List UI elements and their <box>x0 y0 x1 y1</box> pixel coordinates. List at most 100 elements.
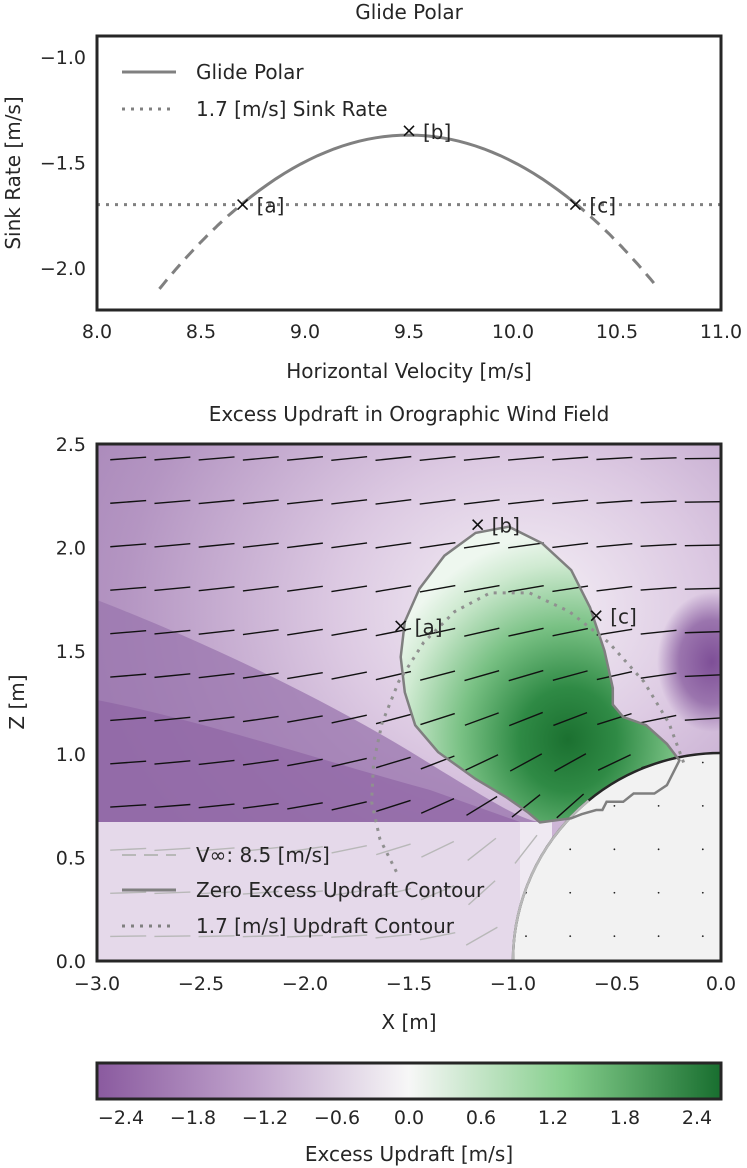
wind-vector <box>242 934 279 938</box>
wind-vector <box>242 890 279 895</box>
wind-vector <box>198 499 235 505</box>
glide-polar-chart: Glide Polar [a] [b] [c] 8.0 8.5 9.0 9.5 10.0 10… <box>1 0 742 383</box>
wind-vector <box>331 585 368 593</box>
annotation-label: [a] <box>257 194 285 218</box>
wind-vector <box>684 630 721 634</box>
x-tick-label: 0.0 <box>706 973 736 995</box>
wind-vector <box>242 846 279 852</box>
wind-vector <box>419 627 456 637</box>
y-tick-label: −2.0 <box>40 258 86 280</box>
wind-vector <box>287 628 323 636</box>
x-tick-label: −2.5 <box>178 973 224 995</box>
wind-vector <box>198 935 235 938</box>
wind-vector <box>556 793 585 819</box>
wind-vector <box>331 671 367 680</box>
heatmap-right-sink-lobe <box>657 592 721 732</box>
wind-vector <box>198 456 235 461</box>
wind-vector <box>596 628 633 636</box>
x-tick-label: 8.5 <box>186 321 216 343</box>
glide-polar-dashed-left <box>158 202 244 290</box>
annotation-label: [b] <box>492 514 520 538</box>
annotation-marker <box>569 199 581 211</box>
legend-sink-rate-label: 1.7 [m/s] Sink Rate <box>196 97 388 121</box>
wind-vector <box>552 499 589 505</box>
annotation-label: [a] <box>415 615 443 639</box>
wind-vector <box>287 715 323 723</box>
wind-vector <box>508 499 544 505</box>
wind-vector <box>375 887 412 898</box>
wind-vector <box>110 629 147 635</box>
wind-vector <box>420 885 455 901</box>
wind-vector <box>684 544 721 547</box>
interior-marker <box>701 848 704 851</box>
wind-vector <box>375 933 412 939</box>
wind-vector <box>552 542 589 549</box>
wind-vector <box>287 758 323 767</box>
y-tick-label: −1.5 <box>40 152 86 174</box>
y-tick-label: −1.0 <box>40 47 86 69</box>
wind-vector <box>242 715 279 723</box>
glide-polar-series-layer <box>97 133 721 290</box>
legend-zero-contour-label: Zero Excess Updraft Contour <box>196 878 485 902</box>
wind-vector <box>375 455 412 462</box>
wind-vector <box>640 500 677 504</box>
wind-vector <box>463 456 500 461</box>
wind-vector <box>553 711 588 727</box>
wind-vector <box>375 499 412 505</box>
colorbar-tick-label: 0.6 <box>466 1107 496 1129</box>
interior-marker <box>701 891 704 894</box>
y-tick-label: 0.5 <box>56 848 86 870</box>
interior-marker <box>569 848 572 851</box>
wind-vector <box>287 671 323 680</box>
colorbar-tick-label: −2.4 <box>98 1107 144 1129</box>
wind-vector <box>596 499 633 504</box>
annotation-label: [b] <box>423 120 451 144</box>
wind-vector <box>331 757 367 768</box>
wind-vector <box>331 889 368 897</box>
wind-vector <box>554 753 587 772</box>
interior-marker <box>701 935 704 938</box>
annotation-marker <box>395 620 407 632</box>
wind-vector <box>198 759 235 766</box>
wind-vector <box>242 759 279 766</box>
wind-vector <box>419 584 456 593</box>
wind-vector <box>287 585 323 592</box>
y-tick-label: 2.5 <box>56 434 86 456</box>
wind-vector <box>110 673 147 678</box>
colorbar-tick-label: 1.2 <box>538 1107 568 1129</box>
wind-vector <box>421 840 455 858</box>
wind-vector <box>331 628 368 636</box>
annotation-marker <box>590 610 602 622</box>
colorbar-tick-label: 1.8 <box>610 1107 640 1129</box>
wind-vector <box>419 542 456 549</box>
wind-vector <box>463 542 500 549</box>
legend-updraft-contour-label: 1.7 [m/s] Updraft Contour <box>196 914 455 938</box>
colorbar-tick-label: −1.8 <box>170 1107 216 1129</box>
wind-vector <box>110 543 147 548</box>
updraft-field-frame <box>95 442 723 963</box>
wind-vector <box>465 754 499 771</box>
updraft-field-x-label: X [m] <box>381 1010 436 1034</box>
colorbar-tick-label: 0.0 <box>394 1107 424 1129</box>
updraft-field-title: Excess Updraft in Orographic Wind Field <box>209 402 610 426</box>
glide-polar-x-ticks: 8.0 8.5 9.0 9.5 10.0 10.5 11.0 <box>82 321 742 343</box>
wind-vector <box>242 629 279 636</box>
wind-vector <box>110 716 147 722</box>
wind-vector <box>597 712 632 726</box>
wind-vector <box>154 499 191 505</box>
wind-vector <box>508 542 544 549</box>
glide-polar-plot-area <box>97 36 721 310</box>
wind-vector <box>242 456 279 461</box>
wind-vector <box>154 673 191 679</box>
updraft-1-7-contour <box>370 591 686 877</box>
interior-marker <box>569 935 572 938</box>
wind-vector <box>552 585 589 593</box>
wind-vector <box>508 456 544 461</box>
interior-marker <box>657 935 660 938</box>
x-tick-label: −2.0 <box>282 973 328 995</box>
wind-vector <box>640 543 677 548</box>
y-tick-label: 1.5 <box>56 641 86 663</box>
wind-vector <box>154 629 191 635</box>
glide-polar-y-ticks: −1.0 −1.5 −2.0 <box>40 47 86 280</box>
